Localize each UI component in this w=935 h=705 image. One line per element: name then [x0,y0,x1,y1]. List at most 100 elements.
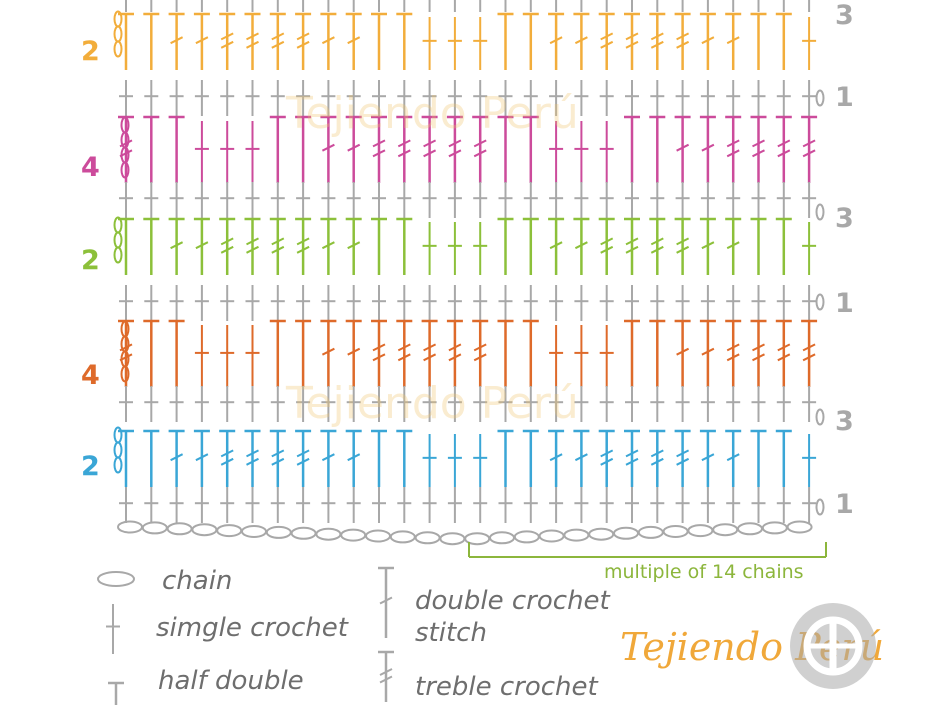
treble-crochet-symbol [220,32,234,41]
legend-treble-crochet-label: treble crochet [415,672,598,702]
treble-crochet-symbol [625,237,639,246]
treble-crochet-symbol [397,149,411,158]
treble-crochet-symbol [676,457,690,466]
treble-crochet-symbol [676,40,690,49]
chain-symbol [815,89,825,107]
right-label-3-bottom: 3 [835,406,854,437]
treble-crochet-symbol [777,149,791,158]
treble-crochet-symbol [423,149,437,158]
treble-crochet-symbol [650,457,664,466]
treble-crochet-symbol [379,668,393,676]
chain-symbol [687,524,714,538]
double-crochet-symbol [321,453,335,462]
row-label-2-green: 2 [81,245,100,276]
chain-symbol [113,246,123,264]
treble-crochet-symbol [246,245,259,254]
treble-crochet-symbol [777,343,791,352]
treble-crochet-symbol [296,40,310,49]
double-crochet-symbol [347,453,361,462]
treble-crochet-symbol [726,353,740,362]
treble-crochet-symbol [296,32,310,41]
double-crochet-symbol [726,36,740,45]
chain-symbol [538,529,565,543]
treble-crochet-symbol [676,237,690,246]
treble-crochet-symbol [220,245,234,254]
treble-crochet-symbol [397,353,411,362]
right-label-3-top: 3 [835,0,854,31]
treble-crochet-symbol [372,353,386,362]
chain-symbol [117,520,143,534]
chain-symbol [815,203,825,221]
treble-crochet-symbol [600,245,614,254]
treble-crochet-symbol [372,343,386,352]
treble-crochet-symbol [676,245,690,254]
treble-crochet-symbol [379,675,393,684]
legend-single-crochet-label: simgle crochet [156,613,348,643]
double-crochet-symbol [549,453,563,462]
chain-symbol [113,216,123,234]
double-crochet-symbol [170,453,184,462]
chain-symbol [315,527,342,541]
chain-symbol [216,524,243,538]
treble-crochet-symbol [600,32,614,41]
treble-crochet-symbol [600,449,614,458]
treble-crochet-symbol [802,343,816,352]
treble-crochet-symbol [423,343,437,352]
treble-crochet-symbol [625,449,639,458]
legend-double-crochet-label: double crochet [415,586,610,616]
double-crochet-symbol [676,143,690,152]
chain-symbol [761,521,788,535]
treble-crochet-symbol [726,149,740,158]
double-crochet-symbol [549,36,563,45]
treble-crochet-symbol [423,353,437,362]
chain-symbol [113,426,123,444]
chain-symbol [113,456,123,474]
chain-symbol [141,521,168,535]
chain-symbol [120,320,130,338]
treble-crochet-symbol [802,139,816,148]
treble-crochet-symbol [600,40,614,49]
chain-symbol [439,532,466,546]
treble-crochet-symbol [650,40,664,49]
chain-symbol [513,530,540,544]
right-label-3-middle: 3 [835,203,854,234]
double-crochet-symbol [195,36,209,45]
treble-crochet-symbol [473,343,487,352]
chain-symbol [113,40,123,58]
treble-crochet-symbol [246,457,259,466]
treble-crochet-symbol [625,40,639,49]
double-crochet-symbol [701,36,715,45]
treble-crochet-symbol [397,139,411,148]
treble-crochet-symbol [448,139,462,148]
double-crochet-symbol [726,241,740,250]
treble-crochet-symbol [220,457,234,466]
treble-crochet-symbol [650,32,664,41]
double-crochet-symbol [676,347,690,356]
legend-chain-label: chain [162,566,233,596]
chain-symbol [241,525,267,538]
double-crochet-symbol [170,36,184,45]
treble-crochet-symbol [676,32,690,41]
double-crochet-symbol [321,241,335,250]
double-crochet-symbol [347,347,361,356]
legend-half-double-label: half double [158,666,304,696]
treble-crochet-symbol [600,237,614,246]
treble-crochet-symbol [246,40,259,49]
treble-crochet-symbol [802,353,816,362]
yarn-logo-icon [790,603,876,689]
double-crochet-symbol [195,453,209,462]
treble-crochet-symbol [246,449,259,458]
treble-crochet-symbol [271,237,285,246]
treble-crochet-symbol [676,449,690,458]
treble-crochet-symbol [777,139,791,148]
double-crochet-symbol [549,241,563,250]
treble-crochet-symbol [271,457,285,466]
treble-crochet-symbol [423,139,437,148]
right-label-1-top: 1 [835,82,854,113]
treble-crochet-symbol [448,353,462,362]
chain-symbol [563,528,590,542]
double-crochet-symbol [347,241,361,250]
chain-symbol [97,571,135,587]
chain-symbol [662,525,689,538]
